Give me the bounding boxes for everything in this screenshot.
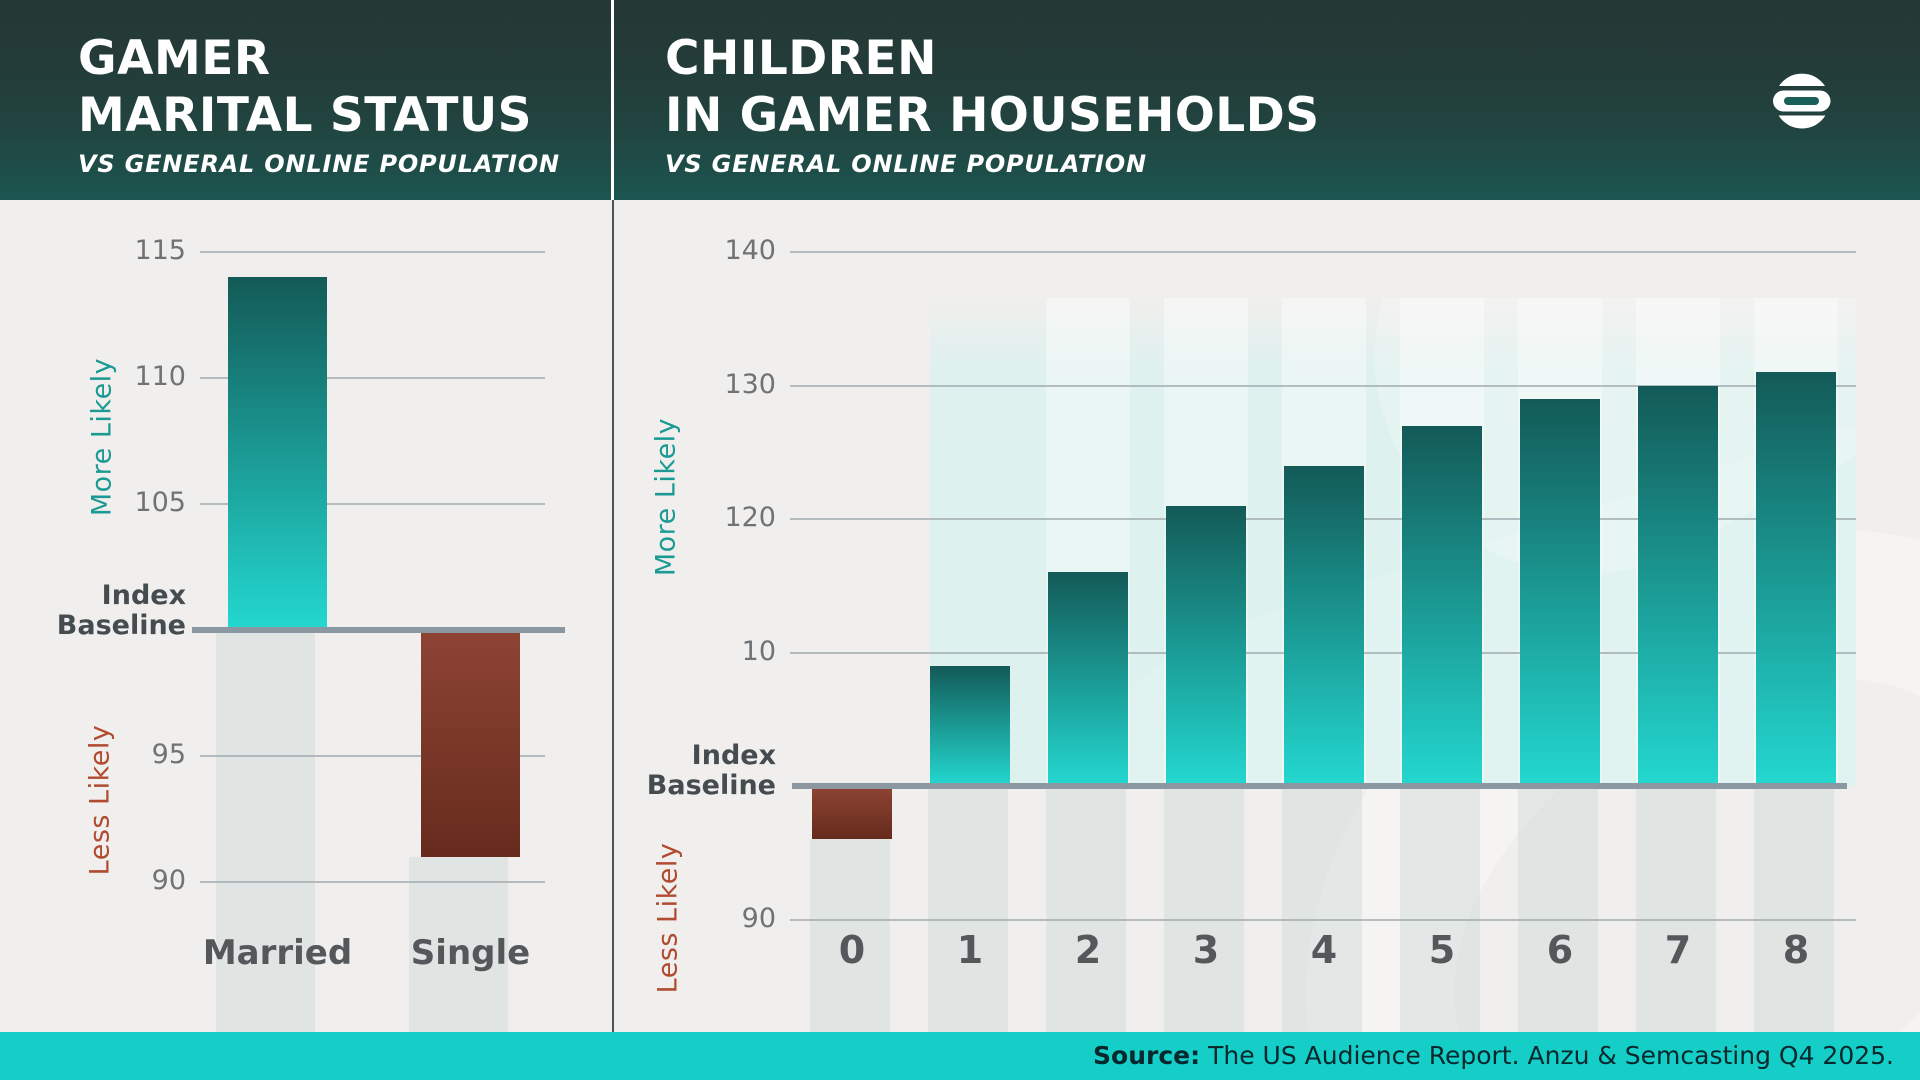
bar-ghost xyxy=(1046,786,1126,1032)
y-tick-label: 140 xyxy=(724,235,776,266)
right-chart-subtitle: VS GENERAL ONLINE POPULATION xyxy=(665,150,1147,178)
right-index-baseline-line1: Index xyxy=(691,740,776,771)
category-label: 3 xyxy=(1192,928,1220,972)
category-label: 4 xyxy=(1310,928,1338,972)
gridline xyxy=(790,918,1856,921)
y-tick-label: 10 xyxy=(741,635,776,667)
bar-ghost xyxy=(1518,786,1598,1032)
gridline xyxy=(200,503,545,505)
bar-1 xyxy=(930,665,1010,786)
y-tick-label: 90 xyxy=(741,902,776,934)
bar-Single xyxy=(421,630,520,857)
category-label: 0 xyxy=(838,928,866,972)
left-index-baseline-label: Index Baseline xyxy=(0,581,186,641)
y-tick-label: 130 xyxy=(724,368,776,400)
bar-ghost xyxy=(928,786,1008,1032)
y-tick-label: 120 xyxy=(724,502,776,533)
right-chart-title: CHILDREN IN GAMER HOUSEHOLDS xyxy=(665,30,1320,144)
left-chart-subtitle: VS GENERAL ONLINE POPULATION xyxy=(78,150,560,178)
gridline xyxy=(790,384,1856,387)
bar-7 xyxy=(1638,385,1718,786)
y-tick-label: 110 xyxy=(134,361,186,392)
category-label: Single xyxy=(410,933,531,973)
category-label: 1 xyxy=(956,928,984,972)
left-title-line2: MARITAL STATUS xyxy=(78,88,532,143)
category-label: 2 xyxy=(1074,928,1102,972)
left-index-baseline-line2: Baseline xyxy=(56,610,186,641)
left-title-line1: GAMER xyxy=(78,31,271,86)
bar-ghost xyxy=(216,630,315,1032)
header-band: GAMER MARITAL STATUS VS GENERAL ONLINE P… xyxy=(0,0,1920,200)
left-chart-title: GAMER MARITAL STATUS xyxy=(78,30,532,144)
bar-Married xyxy=(228,277,327,630)
bar-ghost xyxy=(1282,786,1362,1032)
category-label: 5 xyxy=(1428,928,1456,972)
gridline xyxy=(200,881,545,883)
gridline xyxy=(200,377,545,379)
bar-2 xyxy=(1048,572,1128,786)
bar-6 xyxy=(1520,398,1600,786)
bar-ghost xyxy=(1400,786,1480,1032)
source-text: The US Audience Report. Anzu & Semcastin… xyxy=(1208,1041,1894,1070)
gridline xyxy=(790,251,1856,253)
bar-8 xyxy=(1756,372,1836,786)
anzu-logo-icon xyxy=(1773,73,1831,129)
index-baseline-line xyxy=(792,783,1847,789)
y-tick-label: 90 xyxy=(151,865,186,896)
source-label: Source: xyxy=(1093,1041,1201,1070)
gridline xyxy=(200,755,545,757)
bar-ghost xyxy=(810,839,890,1032)
gridline xyxy=(200,251,545,253)
right-title-line2: IN GAMER HOUSEHOLDS xyxy=(665,88,1320,143)
category-label: 6 xyxy=(1546,928,1574,972)
bar-3 xyxy=(1166,505,1246,786)
right-index-baseline-line2: Baseline xyxy=(646,770,776,801)
content-panel-divider xyxy=(612,200,614,1032)
right-title-line1: CHILDREN xyxy=(665,31,937,86)
right-index-baseline-label: Index Baseline xyxy=(576,741,776,801)
bar-5 xyxy=(1402,425,1482,786)
header-panel-divider xyxy=(611,0,614,200)
bar-ghost xyxy=(409,856,508,1032)
right-more-likely-axis-label: More Likely xyxy=(650,417,682,577)
y-tick-label: 95 xyxy=(151,739,186,770)
bar-ghost xyxy=(1636,786,1716,1032)
bar-0 xyxy=(812,786,892,840)
bar-ghost xyxy=(1164,786,1244,1032)
category-label: Married xyxy=(202,933,353,973)
index-baseline-line xyxy=(192,627,565,633)
category-label: 8 xyxy=(1782,928,1810,972)
bar-4 xyxy=(1284,465,1364,786)
source-footer-bar: Source: The US Audience Report. Anzu & Se… xyxy=(0,1032,1920,1080)
y-tick-label: 105 xyxy=(134,487,186,518)
bar-ghost xyxy=(1754,786,1834,1032)
left-index-baseline-line1: Index xyxy=(101,580,186,611)
category-label: 7 xyxy=(1664,928,1692,972)
y-tick-label: 115 xyxy=(134,235,186,266)
